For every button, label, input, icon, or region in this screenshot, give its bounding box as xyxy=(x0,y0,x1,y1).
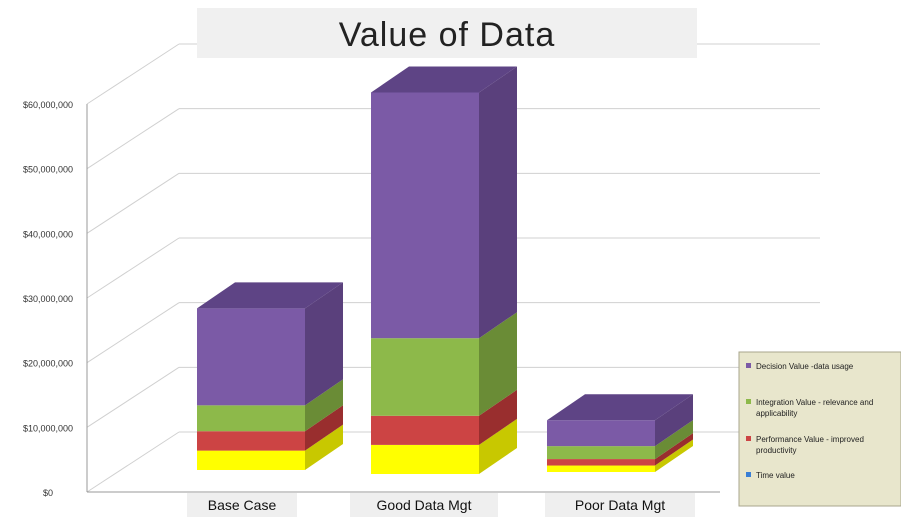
bar-segment xyxy=(197,431,305,451)
gridline-diagonal xyxy=(86,43,180,105)
legend-swatch xyxy=(746,363,751,368)
bar-segment-side xyxy=(655,420,693,460)
legend-swatch xyxy=(746,399,751,404)
y-tick-label: $60,000,000 xyxy=(23,100,73,110)
x-tick-box xyxy=(350,493,498,517)
bar-top xyxy=(371,66,517,93)
bar-segment xyxy=(371,415,479,445)
bar-segment xyxy=(197,405,305,432)
legend-swatch xyxy=(746,472,751,477)
chart-title: Value of Data xyxy=(339,16,556,54)
bar-segment-side xyxy=(655,433,693,466)
y-tick-label: $10,000,000 xyxy=(23,423,73,433)
gridline-diagonal xyxy=(86,366,180,428)
legend-label: applicability xyxy=(756,409,797,418)
legend-label: Decision Value -data usage xyxy=(756,362,854,371)
bar-segment-side xyxy=(305,379,343,432)
bar-segment-side xyxy=(479,389,517,445)
gridline-diagonal xyxy=(86,302,180,364)
x-axis-ticks: Base Case Good Data Mgt Poor Data Mgt xyxy=(187,493,695,517)
legend-label: Performance Value - improved xyxy=(756,435,864,444)
bar-segment xyxy=(371,338,479,416)
x-tick-box xyxy=(187,493,297,517)
gridline-diagonal xyxy=(86,237,180,299)
gridline-diagonal xyxy=(86,431,180,493)
y-tick-label: $50,000,000 xyxy=(23,165,73,175)
bar-segment xyxy=(197,450,305,470)
bar-segment xyxy=(371,92,479,339)
legend-label: Integration Value - relevance and xyxy=(756,398,873,407)
x-tick-label: Good Data Mgt xyxy=(377,497,472,513)
y-tick-label: $0 xyxy=(43,488,53,498)
bar-top xyxy=(197,282,343,309)
bar-segment-side xyxy=(479,312,517,416)
bar-segment-side xyxy=(655,394,693,447)
legend-label: Time value xyxy=(756,471,795,480)
bar-segment xyxy=(197,308,305,406)
bar-segment-side xyxy=(655,439,693,472)
chart-title-group: Value of Data xyxy=(197,8,697,58)
chart-title-box xyxy=(197,8,697,58)
gridline-diagonal xyxy=(86,108,180,170)
bar-segment xyxy=(547,459,655,466)
y-tick-label: $40,000,000 xyxy=(23,229,73,239)
y-tick-label: $20,000,000 xyxy=(23,359,73,369)
bar-segment-side xyxy=(305,405,343,451)
bar-segment-side xyxy=(305,424,343,470)
y-axis-ticks: $0 $10,000,000 $20,000,000 $30,000,000 $40,0… xyxy=(23,100,73,498)
bar-segment-side xyxy=(479,418,517,474)
bar-top xyxy=(547,394,693,421)
bar-segment xyxy=(371,444,479,474)
gridline-diagonal xyxy=(86,172,180,234)
bar-segment xyxy=(547,446,655,460)
bars xyxy=(197,66,693,474)
legend-box xyxy=(738,351,901,507)
x-tick-label: Poor Data Mgt xyxy=(575,497,665,513)
legend-label: productivity xyxy=(756,446,796,455)
bar-segment-side xyxy=(305,282,343,406)
y-tick-label: $30,000,000 xyxy=(23,294,73,304)
bar-segment xyxy=(547,420,655,447)
x-tick-label: Base Case xyxy=(208,497,277,513)
bar-segment-side xyxy=(479,66,517,339)
x-tick-box xyxy=(545,493,695,517)
bar-segment xyxy=(547,465,655,472)
legend-swatch xyxy=(746,436,751,441)
legend: Decision Value -data usage Integration Va… xyxy=(738,351,901,507)
